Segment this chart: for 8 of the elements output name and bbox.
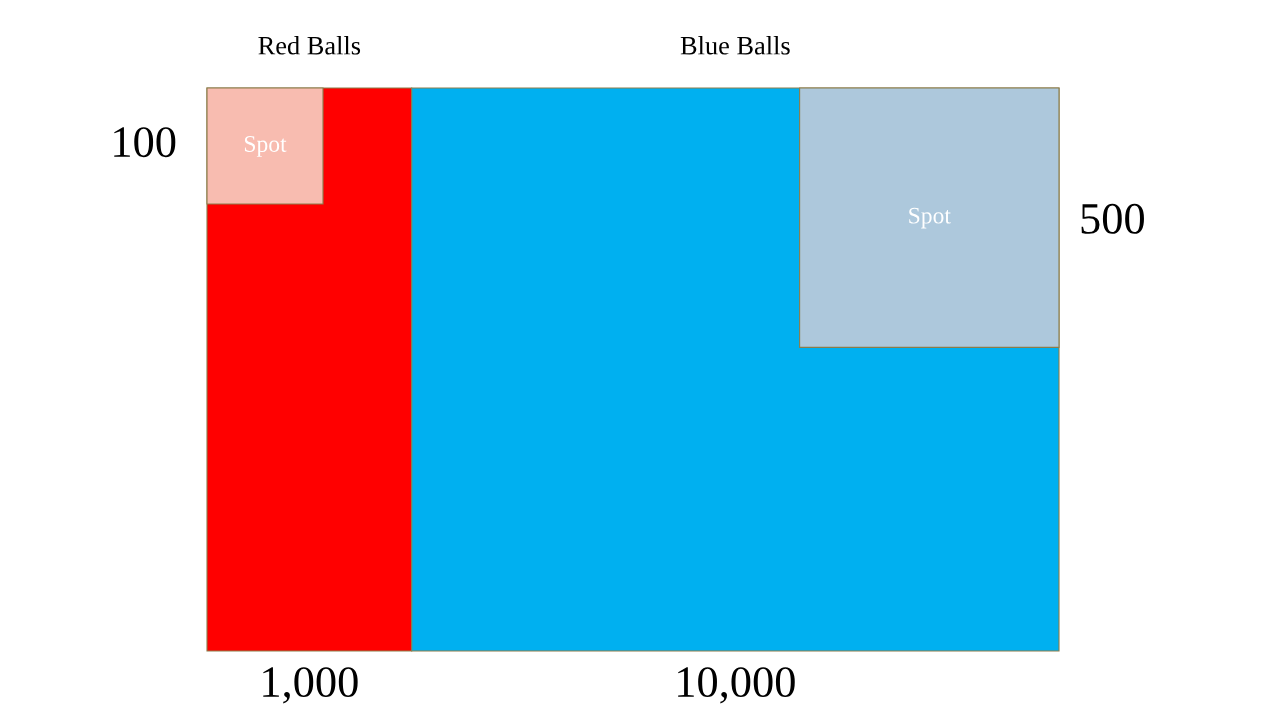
category-label: Blue Balls <box>680 36 790 55</box>
data-label: 1,000 <box>263 667 358 704</box>
category-label: Red Balls <box>258 36 361 55</box>
text: Spot <box>909 207 951 229</box>
data-label: 10,000 <box>678 667 795 704</box>
data-label: 500 <box>1081 203 1144 234</box>
data-label: 100 <box>114 127 176 158</box>
text: Spot <box>244 136 287 157</box>
